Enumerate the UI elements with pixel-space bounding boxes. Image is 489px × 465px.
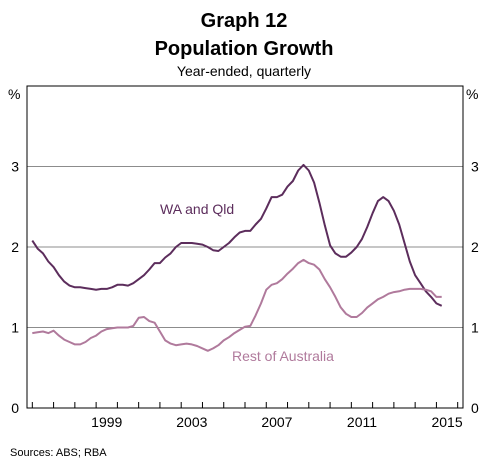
y-tick-label-right: 0 — [471, 400, 479, 416]
series-line-wa-qld — [31, 163, 443, 307]
x-tick-labels: 1999 2003 2007 2011 2015 — [91, 414, 463, 430]
series-annotations: WA and Qld Rest of Australia — [160, 201, 334, 364]
x-tick-label: 2007 — [261, 414, 292, 430]
right-unit-label: % — [466, 86, 478, 102]
x-tick-label: 2003 — [176, 414, 207, 430]
source-note: Sources: ABS; RBA — [10, 447, 107, 459]
chart-title: Graph 12 — [201, 10, 288, 32]
annotation-rest-of-australia: Rest of Australia — [232, 348, 334, 364]
x-tick-label: 2015 — [431, 414, 462, 430]
plot-frame — [26, 85, 464, 409]
chart-subsubtitle: Year-ended, quarterly — [177, 63, 311, 79]
annotation-wa-qld: WA and Qld — [160, 201, 234, 217]
x-tick-marks — [31, 402, 459, 408]
y-tick-label-left: 2 — [11, 239, 19, 255]
series-line-rest-of-australia — [32, 258, 442, 352]
series-lines — [31, 163, 443, 352]
left-unit-label: % — [8, 86, 20, 102]
y-tick-label-right: 1 — [471, 320, 479, 336]
chart-subtitle: Population Growth — [155, 38, 334, 60]
y-tick-label-right: 3 — [471, 159, 479, 175]
y-tick-label-right: 2 — [471, 239, 479, 255]
y-tick-label-left: 0 — [11, 400, 19, 416]
gridlines — [27, 166, 463, 328]
y-tick-label-left: 3 — [11, 159, 19, 175]
y-tick-labels: 0 0 1 1 2 2 3 3 — [11, 159, 479, 417]
x-tick-label: 1999 — [91, 414, 122, 430]
x-tick-label: 2011 — [347, 414, 377, 430]
y-tick-label-left: 1 — [11, 320, 19, 336]
